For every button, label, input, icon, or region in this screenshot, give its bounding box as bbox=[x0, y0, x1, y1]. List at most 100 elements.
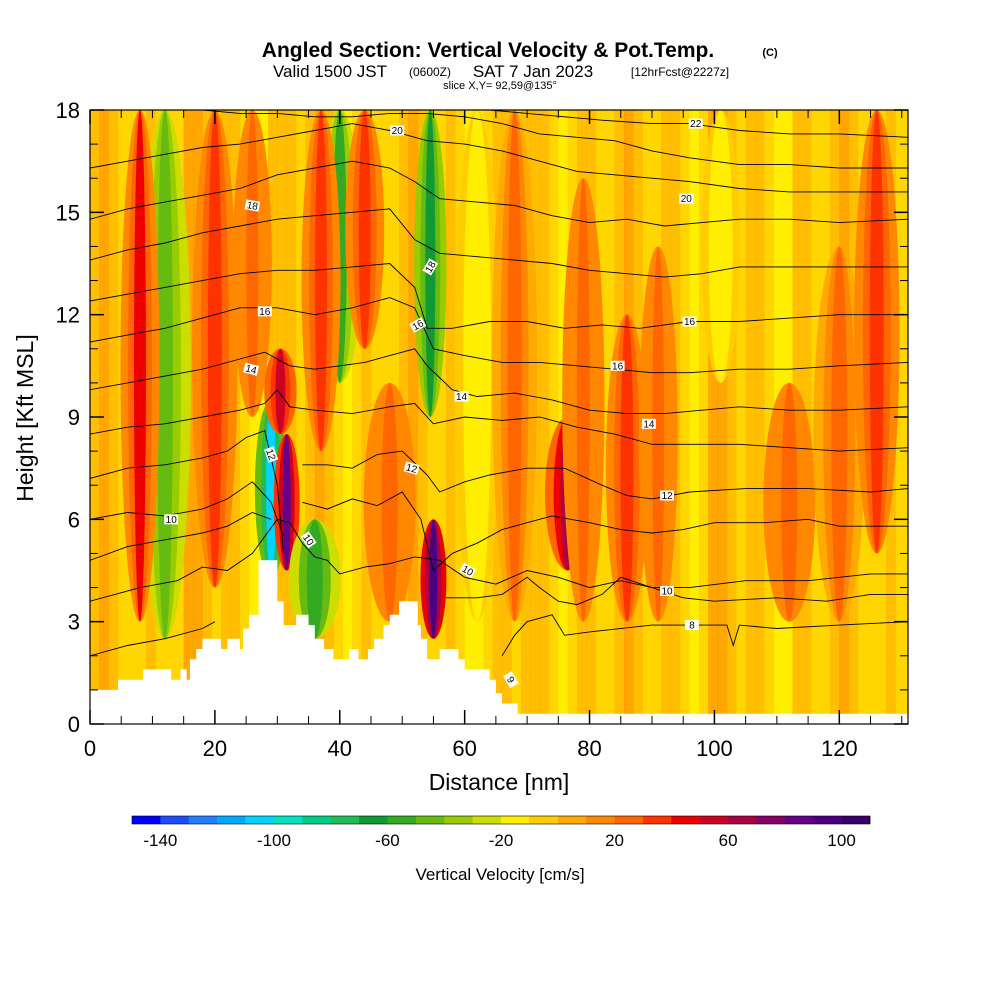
colorbar-swatch bbox=[160, 816, 190, 824]
contour-label-bg bbox=[243, 362, 260, 376]
contour-label: 8 bbox=[684, 620, 699, 632]
contour-label-text: 16 bbox=[259, 307, 271, 318]
theta-contour bbox=[90, 621, 216, 657]
field-column bbox=[548, 110, 559, 724]
y-tick-label: 6 bbox=[68, 507, 80, 532]
field-column bbox=[108, 110, 119, 724]
theta-contour bbox=[90, 208, 908, 278]
contour-label-bg bbox=[610, 360, 625, 371]
contour-label: 10 bbox=[660, 586, 674, 598]
velocity-feature bbox=[781, 382, 798, 622]
velocity-feature bbox=[381, 382, 398, 622]
contour-label: 12 bbox=[403, 461, 420, 476]
colorbar-tick-label: 20 bbox=[605, 831, 624, 850]
chart-title: Angled Section: Vertical Velocity & Pot.… bbox=[262, 39, 778, 62]
colorbar-tick-label: -20 bbox=[489, 831, 514, 850]
contour-label-bg bbox=[660, 586, 674, 596]
colorbar-swatch bbox=[188, 816, 218, 824]
field-column bbox=[342, 110, 353, 724]
contour-label-text: 10 bbox=[661, 587, 673, 598]
x-tick-label: 100 bbox=[696, 736, 733, 761]
colorbar-swatch bbox=[557, 816, 587, 824]
contour-label-bg bbox=[164, 514, 179, 525]
velocity-feature bbox=[576, 178, 590, 622]
contour-label-text: 18 bbox=[424, 259, 439, 275]
contour-label-bg bbox=[244, 199, 261, 212]
velocity-feature bbox=[429, 519, 438, 639]
field-column bbox=[361, 110, 372, 724]
colorbar-label: Vertical Velocity [cm/s] bbox=[415, 865, 584, 884]
colorbar-tick-label: 100 bbox=[827, 831, 855, 850]
contour-label-text: 20 bbox=[392, 126, 404, 137]
contour-label-text: 8 bbox=[689, 621, 695, 632]
field-column bbox=[333, 110, 344, 724]
contour-label-bg bbox=[688, 118, 703, 129]
colorbar-swatch bbox=[642, 816, 672, 824]
theta-contour bbox=[501, 614, 908, 657]
contour-label-bg bbox=[403, 461, 420, 475]
velocity-feature bbox=[246, 110, 259, 417]
contour-label-text: 14 bbox=[456, 392, 468, 403]
colorbar-swatch bbox=[302, 816, 331, 824]
field-column bbox=[239, 110, 250, 724]
contour-label-bg bbox=[264, 446, 279, 463]
velocity-feature bbox=[620, 314, 634, 622]
theta-contour bbox=[90, 512, 272, 561]
contour-labels: 8 9 10 10 10 10 12 12 12 14 14 14 16 16 16 16 18 18 20 20 22 bbox=[164, 118, 703, 689]
field-column bbox=[745, 110, 756, 724]
theta-contour bbox=[90, 297, 908, 374]
slice-label: slice X,Y= 92,59@135° bbox=[443, 80, 557, 92]
contour-label-bg bbox=[641, 418, 656, 429]
contour-label: 16 bbox=[257, 306, 272, 318]
field-column bbox=[249, 110, 260, 724]
contour-label: 22 bbox=[688, 118, 703, 130]
contour-label-bg bbox=[409, 317, 427, 333]
theta-contour bbox=[489, 110, 908, 138]
colorbar-swatch bbox=[586, 816, 615, 824]
colorbar-swatch bbox=[671, 816, 700, 824]
valid-date: SAT 7 Jan 2023 bbox=[473, 62, 593, 81]
colorbar-swatch bbox=[245, 816, 275, 824]
field-column bbox=[680, 110, 690, 724]
field-column bbox=[736, 110, 747, 724]
field-column bbox=[717, 110, 728, 724]
contour-label: 10 bbox=[164, 514, 179, 526]
contour-label-text: 9 bbox=[504, 675, 517, 686]
y-tick-label: 18 bbox=[56, 98, 80, 123]
colorbar bbox=[131, 815, 871, 825]
colorbar-swatch bbox=[501, 816, 530, 824]
contour-label-text: 20 bbox=[681, 194, 693, 205]
field-column bbox=[445, 110, 456, 724]
contour-label-bg bbox=[682, 316, 697, 327]
field-column bbox=[708, 110, 719, 724]
x-tick-label: 60 bbox=[452, 736, 476, 761]
contour-label: 18 bbox=[244, 199, 261, 213]
contour-label: 16 bbox=[610, 360, 625, 372]
x-tick-label: 0 bbox=[84, 736, 96, 761]
field-column bbox=[99, 110, 110, 724]
theta-contour bbox=[445, 576, 908, 606]
field-column bbox=[764, 110, 775, 724]
colorbar-swatch bbox=[614, 816, 644, 824]
colorbar-tick-label: -140 bbox=[143, 831, 177, 850]
velocity-feature bbox=[315, 110, 328, 452]
valid-zulu: (0600Z) bbox=[409, 65, 451, 79]
contour-label-bg bbox=[300, 531, 317, 549]
field-column bbox=[352, 110, 363, 724]
field-column bbox=[689, 110, 700, 724]
colorbar-swatch bbox=[699, 816, 729, 824]
theta-contour bbox=[90, 348, 908, 415]
colorbar-swatch bbox=[217, 816, 246, 824]
contour-label-text: 14 bbox=[643, 419, 655, 430]
field-column bbox=[427, 110, 438, 724]
contour-label-text: 10 bbox=[166, 515, 178, 526]
valid-forecast: [12hrFcst@2227z] bbox=[631, 65, 729, 79]
contour-label-bg bbox=[454, 391, 469, 402]
colorbar-swatch bbox=[784, 816, 814, 824]
theta-contour bbox=[90, 430, 285, 554]
colorbar-swatch bbox=[472, 816, 502, 824]
theta-contour bbox=[302, 450, 908, 500]
contour-label-bg bbox=[459, 562, 477, 579]
x-axis: 0 20 40 60 80 100 120 bbox=[84, 110, 903, 761]
